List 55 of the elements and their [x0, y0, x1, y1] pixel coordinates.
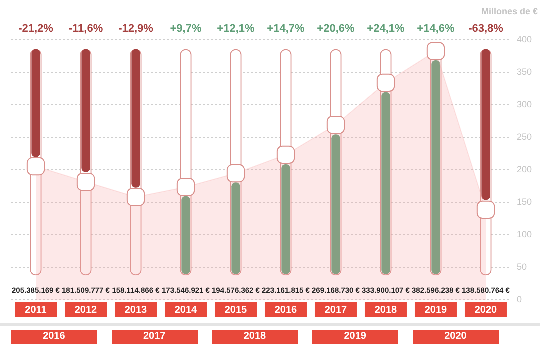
text: -63,8% [468, 23, 504, 36]
x-tick-label: 2018 [374, 304, 398, 316]
bar [482, 49, 490, 200]
text: -11,6% [68, 23, 104, 36]
x-tick-label: 2017 [324, 304, 348, 316]
text: +20,6% [317, 23, 356, 36]
x-tick-label: 2014 [174, 304, 198, 316]
point [126, 188, 146, 206]
bar [432, 60, 440, 274]
y-tick-label: 200 [516, 164, 532, 174]
x-tick-label: 2016 [274, 304, 298, 316]
point [276, 146, 296, 164]
point [76, 172, 96, 192]
x-tick-label: 2020 [474, 304, 498, 316]
point [226, 164, 246, 183]
y-tick-label: 350 [516, 66, 532, 77]
y-tick-label: 150 [516, 196, 532, 207]
y-tick-label: 0 [516, 294, 522, 304]
bar [132, 49, 140, 188]
y-tick-label: 50 [516, 262, 527, 272]
bar [232, 182, 240, 274]
text: +24,1% [367, 23, 406, 36]
text: 2017 [112, 330, 198, 344]
text: 2018 [212, 330, 298, 344]
text: +9,7% [170, 23, 202, 36]
text: 2020 [412, 330, 499, 344]
x-tick-label: 2013 [124, 304, 148, 316]
text: 2016 [11, 330, 98, 344]
x-tick-label: 2019 [424, 304, 448, 316]
text: +12,1% [217, 23, 256, 36]
text: -12,9% [118, 23, 154, 36]
point [376, 74, 396, 92]
point [326, 116, 346, 134]
y-tick-label: 400 [516, 34, 532, 44]
bar [182, 196, 190, 274]
bar [282, 164, 290, 274]
point [426, 42, 446, 60]
y-tick-label: 300 [516, 99, 532, 110]
point [176, 178, 196, 196]
bar [382, 92, 390, 274]
bar [32, 49, 40, 158]
text: +14,7% [267, 23, 306, 36]
bar [82, 49, 90, 172]
text: -21,2% [18, 23, 54, 36]
x-tick-label: 2012 [74, 304, 98, 316]
y-axis-title: Millones de € [481, 6, 538, 16]
bar [332, 134, 340, 274]
point [476, 200, 496, 219]
x-tick-label: 2011 [25, 304, 48, 316]
text: +14,6% [417, 23, 456, 36]
x-tick-label: 2015 [224, 304, 248, 316]
text: 2019 [312, 330, 398, 344]
y-tick-label: 250 [516, 132, 532, 142]
y-tick-label: 100 [516, 229, 532, 240]
point [26, 157, 46, 176]
